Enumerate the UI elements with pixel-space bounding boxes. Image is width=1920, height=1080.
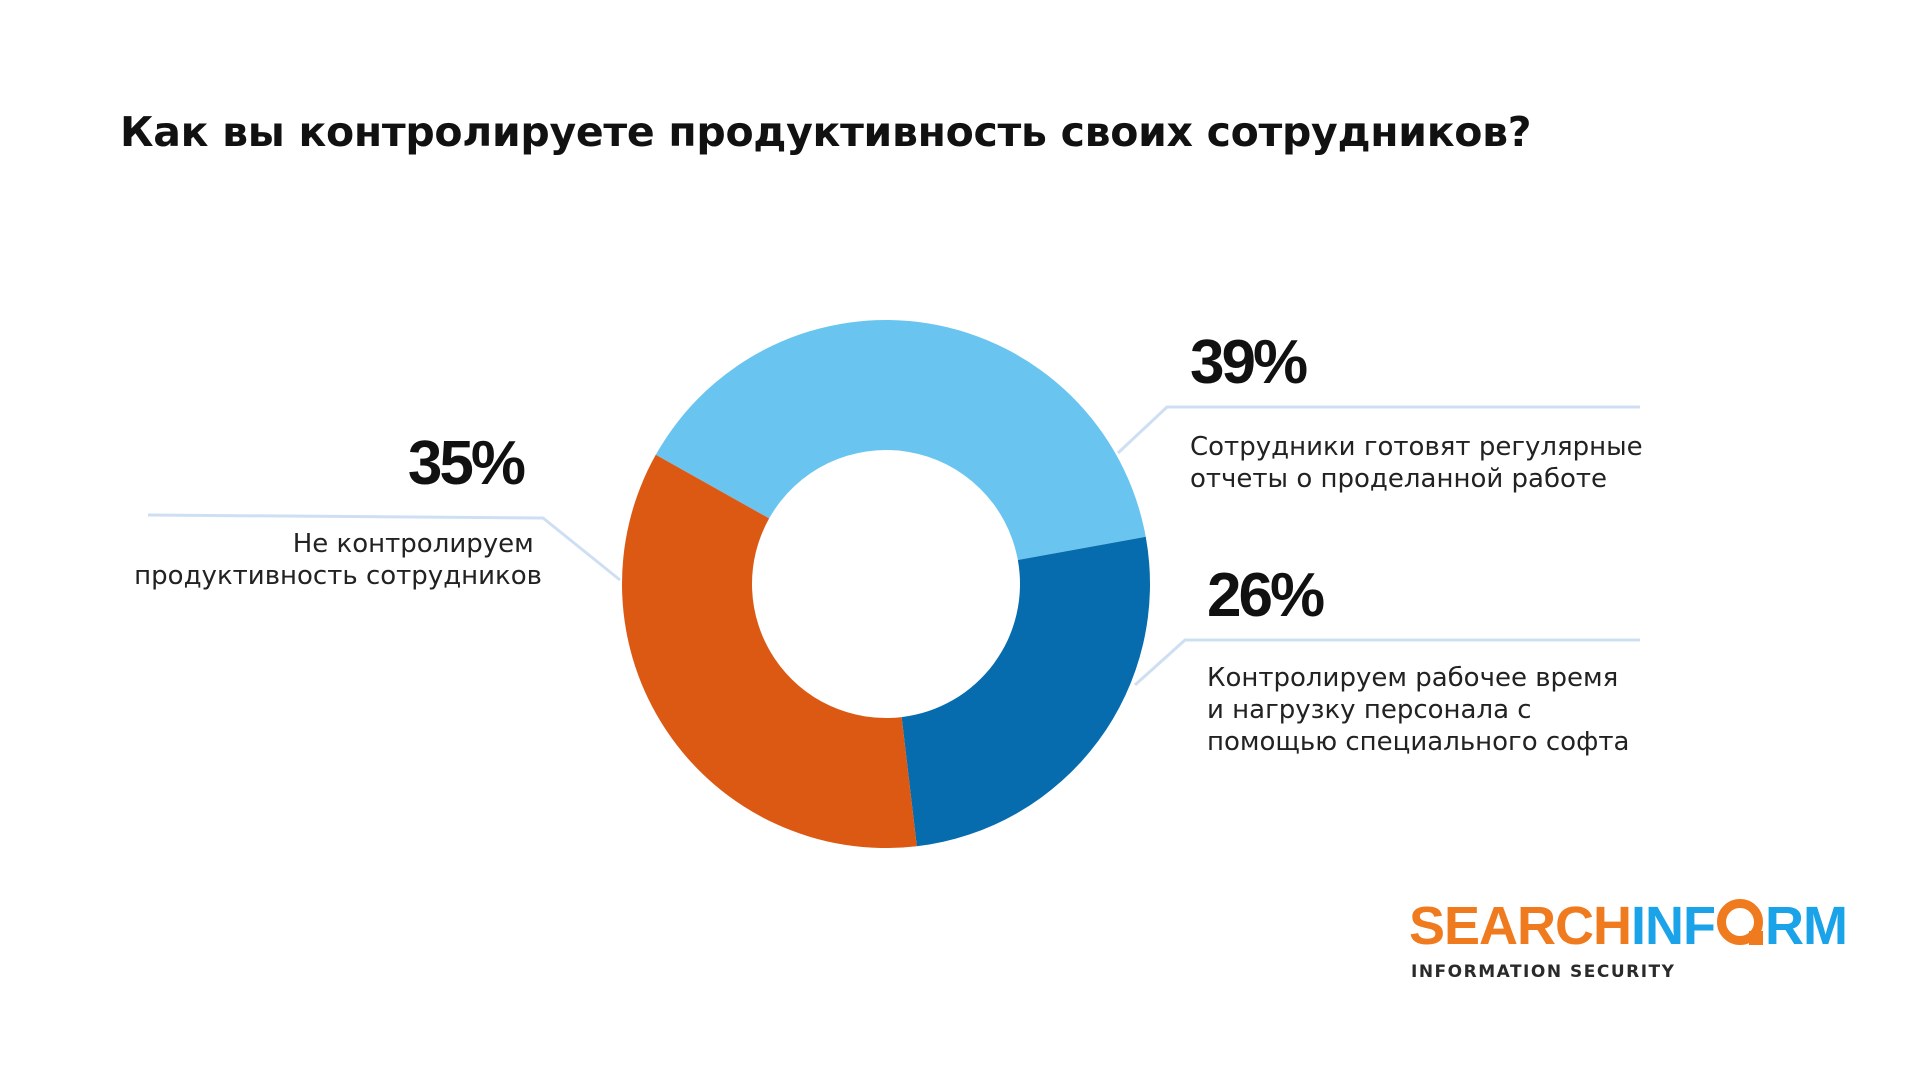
logo-part-search: SEARCH xyxy=(1409,896,1632,956)
donut-slice-reports xyxy=(655,319,1146,561)
slice-value-label-software: 26% xyxy=(1207,561,1324,630)
logo-part-rm: RM xyxy=(1765,896,1848,956)
slice-label-reports-line-1: Сотрудники готовят регулярные xyxy=(1190,432,1643,462)
leader-line-reports xyxy=(1116,405,1640,455)
leader-line-no-control xyxy=(147,513,621,582)
slice-label-reports: Сотрудники готовят регулярные отчеты о п… xyxy=(1190,432,1651,494)
logo-o-magnifier-icon xyxy=(1717,899,1764,945)
searchinform-logo: SEARCHINF RM INFORMATION SECURITY xyxy=(1409,898,1848,998)
leader-lines xyxy=(147,405,1640,687)
slice-label-software-line-1: Контролируем рабочее время xyxy=(1207,663,1618,693)
chart-title: Как вы контролируете продуктивность свои… xyxy=(120,108,1532,156)
slice-label-reports-line-2: отчеты о проделанной работе xyxy=(1190,464,1607,494)
logo-part-inf: INF xyxy=(1631,896,1716,956)
logo-tagline: INFORMATION SECURITY xyxy=(1411,962,1676,982)
slice-label-no-control-line-2: продуктивность сотрудников xyxy=(134,561,542,591)
slice-label-no-control: Не контролируем продуктивность сотрудник… xyxy=(134,529,542,591)
slice-label-software-line-2: и нагрузку персонала с xyxy=(1207,695,1532,725)
slice-label-software-line-3: помощью специального софта xyxy=(1207,727,1629,757)
donut-slice-no-control xyxy=(622,454,917,848)
slice-value-label-no-control: 35% xyxy=(408,429,525,498)
donut-slices xyxy=(622,319,1150,848)
donut-slice-software xyxy=(901,536,1150,847)
slice-value-label-reports: 39% xyxy=(1190,328,1307,397)
slice-label-no-control-line-1: Не контролируем xyxy=(293,529,534,559)
logo-wordmark: SEARCHINF RM xyxy=(1409,896,1848,956)
leader-line-software xyxy=(1133,638,1640,687)
slice-label-software: Контролируем рабочее время и нагрузку пе… xyxy=(1207,663,1629,757)
